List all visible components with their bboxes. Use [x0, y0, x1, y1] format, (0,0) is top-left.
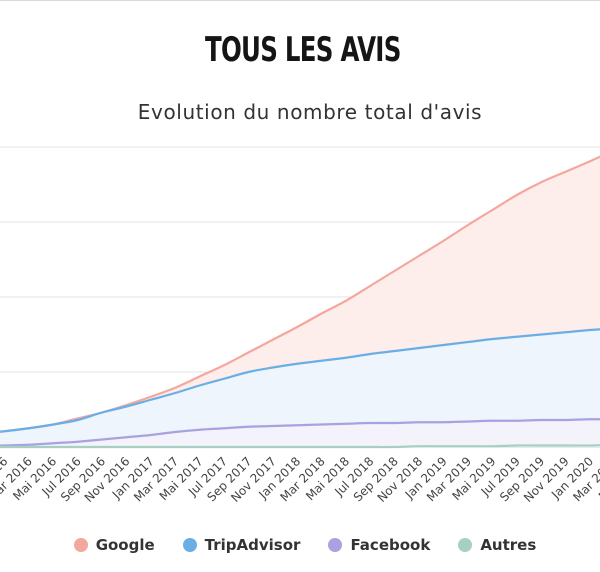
page-heading: TOUS LES AVIS [204, 30, 401, 70]
legend-item-tripadvisor[interactable]: TripAdvisor [182, 536, 301, 554]
series-group [0, 155, 600, 449]
legend-dot-icon [182, 538, 197, 552]
legend-dot-icon [73, 538, 88, 552]
legend-dot-icon [458, 538, 473, 552]
legend-dot-icon [328, 538, 343, 552]
legend-label: Facebook [350, 536, 431, 554]
legend-item-autres[interactable]: Autres [458, 536, 536, 554]
chart-legend: Google TripAdvisor Facebook Autres [0, 530, 600, 560]
legend-label: Autres [480, 536, 537, 554]
chart-title: Evolution du nombre total d'avis [137, 100, 483, 124]
legend-label: Google [95, 536, 155, 554]
series-line-tripadvisor [0, 328, 600, 433]
series-area-tripadvisor [0, 329, 600, 447]
series-line-autres [0, 444, 600, 449]
series-line-facebook [0, 418, 600, 447]
series-area-facebook [0, 419, 600, 447]
top-divider [0, 0, 600, 1]
legend-label: TripAdvisor [204, 536, 301, 554]
legend-item-google[interactable]: Google [73, 536, 155, 554]
legend-item-facebook[interactable]: Facebook [328, 536, 430, 554]
